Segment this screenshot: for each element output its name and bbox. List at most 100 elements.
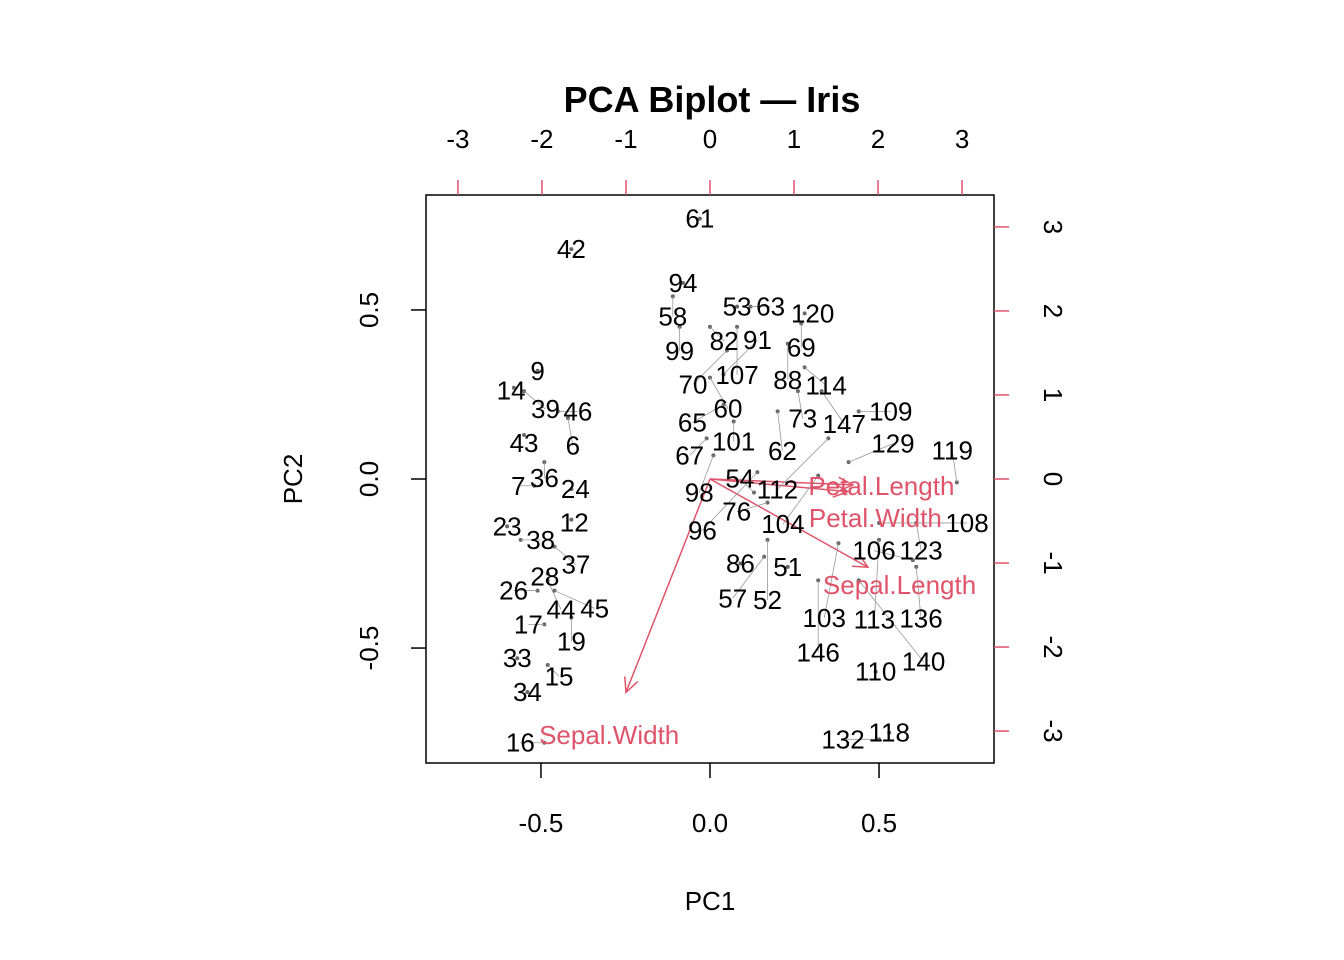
loading-arrow — [625, 478, 711, 693]
point-label: 98 — [685, 478, 714, 508]
point-label: 19 — [557, 627, 586, 657]
loading-label: Petal.Length — [808, 471, 954, 501]
point-label: 15 — [545, 661, 574, 691]
leader-line — [858, 580, 924, 662]
right-tick-label: 0 — [1038, 472, 1068, 486]
point-label: 53 — [723, 292, 752, 322]
point-marker — [735, 304, 740, 309]
arrow-head — [624, 676, 639, 695]
right-tick-label: 1 — [1038, 388, 1068, 402]
right-tick-label: -1 — [1038, 551, 1068, 574]
loading-label: Sepal.Width — [539, 720, 679, 750]
point-marker — [569, 517, 574, 522]
arrow-head — [851, 553, 870, 569]
point-label: 26 — [499, 576, 528, 606]
point-label: 112 — [757, 474, 798, 504]
point-label: 101 — [712, 427, 755, 457]
point-label: 109 — [869, 396, 912, 426]
point-label: 146 — [796, 637, 839, 667]
point-label: 123 — [899, 536, 942, 566]
loading-arrow — [709, 478, 869, 568]
point-marker — [738, 561, 743, 566]
point-label: 114 — [805, 370, 846, 400]
leader-line — [723, 339, 758, 375]
point-label: 129 — [871, 429, 914, 459]
point-label: 94 — [668, 268, 697, 298]
leader-line — [823, 543, 839, 618]
point-label: 91 — [743, 325, 772, 355]
point-label: 36 — [530, 463, 559, 493]
point-marker — [697, 216, 702, 221]
top-tick-label: 2 — [871, 124, 885, 154]
point-label: 67 — [675, 440, 704, 470]
right-tick-label: -3 — [1038, 719, 1068, 742]
point-label: 82 — [710, 326, 739, 356]
point-marker — [535, 368, 540, 373]
point-label: 63 — [756, 292, 785, 322]
right-tick-label: 3 — [1038, 220, 1068, 234]
point-label: 60 — [714, 394, 743, 424]
point-marker — [680, 280, 685, 285]
point-label: 14 — [497, 376, 526, 406]
leader-line — [848, 443, 894, 463]
point-label: 99 — [665, 336, 694, 366]
point-marker — [545, 571, 550, 576]
point-marker — [505, 524, 510, 529]
point-label: 23 — [493, 511, 522, 541]
point-label: 51 — [773, 552, 802, 582]
point-label: 42 — [557, 234, 586, 264]
leader-line — [777, 438, 829, 490]
point-label: 103 — [803, 603, 846, 633]
leader-line — [547, 664, 560, 677]
point-label: 110 — [855, 657, 896, 687]
point-marker — [785, 564, 790, 569]
loading-arrow — [709, 478, 848, 493]
leader-line — [709, 326, 725, 342]
leader-line — [689, 438, 707, 456]
y-tick-label: 0.0 — [354, 461, 384, 497]
point-marker — [802, 311, 807, 316]
point-label: 73 — [788, 404, 817, 434]
point-marker — [569, 247, 574, 252]
point-label: 39 — [531, 394, 560, 424]
top-tick-label: -2 — [530, 124, 553, 154]
leader-line — [692, 404, 724, 423]
point-label: 44 — [547, 595, 576, 625]
point-label: 96 — [688, 515, 717, 545]
point-marker — [511, 385, 516, 390]
point-label: 88 — [773, 365, 802, 395]
point-label: 33 — [503, 643, 532, 673]
point-label: 61 — [685, 204, 714, 234]
point-label: 147 — [823, 409, 866, 439]
point-label: 108 — [945, 508, 988, 538]
leader-line — [567, 418, 574, 446]
point-marker — [887, 730, 892, 735]
point-label: 106 — [852, 536, 895, 566]
point-label: 43 — [510, 428, 539, 458]
point-label: 17 — [514, 609, 543, 639]
leader-line — [732, 556, 765, 599]
y-tick-label: -0.5 — [354, 626, 384, 671]
right-tick-label: -2 — [1038, 635, 1068, 658]
leader-line — [915, 566, 922, 619]
loading-label: Sepal.Length — [823, 570, 976, 600]
point-marker — [522, 433, 527, 438]
leader-line — [692, 350, 728, 385]
leader-line — [915, 522, 922, 551]
point-label: 54 — [725, 463, 754, 493]
y-tick-label: 0.5 — [354, 292, 384, 328]
point-label: 58 — [658, 301, 687, 331]
leader-line — [951, 450, 958, 483]
leader-line — [782, 475, 819, 525]
chart-title: PCA Biplot — Iris — [564, 79, 861, 120]
point-label: 113 — [854, 605, 895, 635]
y-axis-label: PC2 — [278, 454, 308, 505]
point-label: 120 — [791, 298, 834, 328]
right-tick-label: 2 — [1038, 304, 1068, 318]
leader-line — [554, 590, 595, 609]
point-label: 62 — [768, 436, 797, 466]
x-tick-label: -0.5 — [519, 808, 564, 838]
point-label: 69 — [787, 332, 816, 362]
leader-line — [523, 390, 546, 410]
